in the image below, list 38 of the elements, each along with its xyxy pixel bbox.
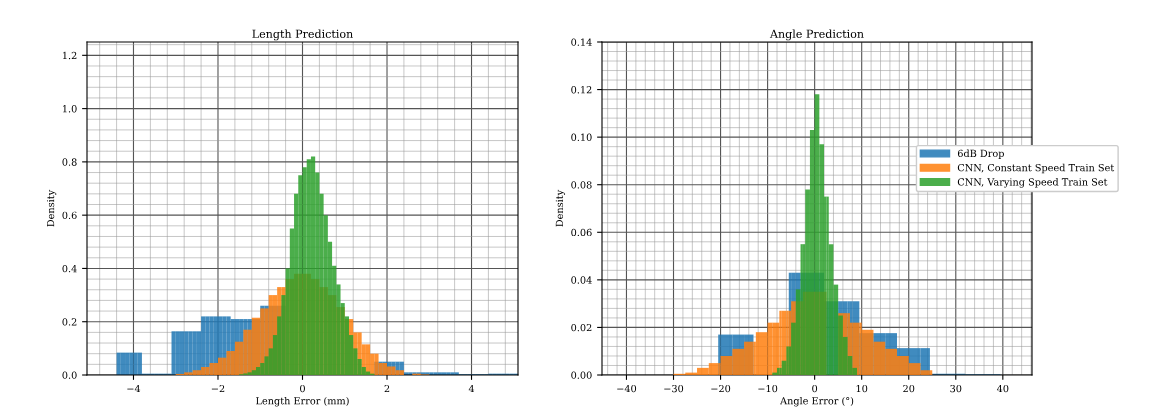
x-tick-label: −40 — [617, 384, 637, 393]
y-tick-label: 0.00 — [571, 371, 592, 379]
y-tick-label: 1.0 — [63, 105, 77, 113]
legend-label: CNN, Constant Speed Train Set — [957, 163, 1115, 174]
y-tick-label: 0.2 — [62, 318, 77, 326]
legend-label: 6dB Drop — [957, 149, 1004, 159]
x-tick-label: 30 — [950, 384, 962, 393]
x-axis-title: Angle Error (°) — [780, 396, 854, 407]
y-tick-label: 0.0 — [62, 371, 77, 379]
x-tick-label: 4 — [468, 384, 475, 393]
x-tick-label: 2 — [384, 384, 390, 393]
chart-title: Length Prediction — [252, 29, 353, 41]
x-tick-label: −30 — [664, 384, 684, 393]
x-tick-label: −4 — [127, 384, 141, 393]
x-tick-label: −10 — [758, 384, 778, 393]
y-tick-label: 0.14 — [571, 38, 592, 46]
x-tick-label: 0 — [812, 384, 818, 393]
y-tick-label: 0.6 — [62, 211, 77, 219]
x-tick-label: −20 — [711, 384, 731, 393]
x-tick-label: −2 — [211, 384, 225, 393]
y-tick-label: 0.08 — [571, 181, 592, 189]
y-tick-label: 0.06 — [571, 228, 592, 237]
x-tick-label: 20 — [903, 384, 915, 393]
chart-title: Angle Prediction — [769, 29, 864, 41]
y-tick-label: 0.4 — [62, 264, 77, 273]
y-tick-label: 0.12 — [571, 86, 592, 94]
x-tick-label: 0 — [300, 384, 305, 393]
y-tick-label: 0.10 — [571, 133, 592, 141]
y-tick-label: 0.8 — [62, 158, 77, 166]
x-tick-label: 10 — [856, 384, 868, 393]
legend-label: CNN, Varying Speed Train Set — [957, 178, 1108, 188]
y-tick-label: 0.02 — [571, 323, 592, 332]
y-tick-label: 0.04 — [571, 276, 592, 284]
x-tick-label: 40 — [996, 384, 1009, 393]
y-axis-title: Density — [46, 189, 57, 227]
y-tick-label: 1.2 — [63, 51, 77, 60]
x-axis-title: Length Error (mm) — [256, 396, 349, 407]
y-axis-title: Density — [555, 189, 566, 227]
